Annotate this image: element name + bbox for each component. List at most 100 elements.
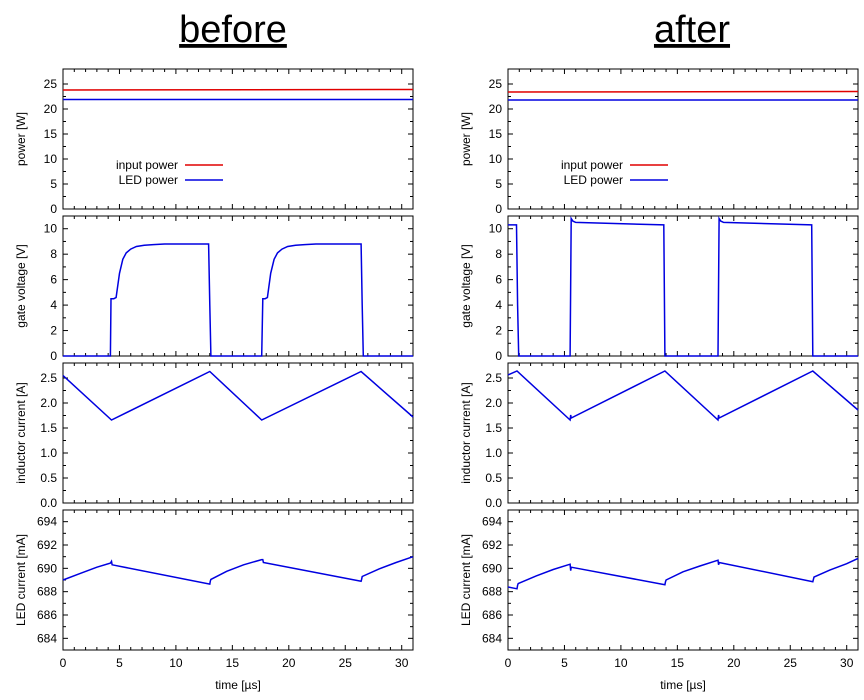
plot-frame [62, 68, 414, 210]
y-tick-label: 692 [37, 538, 57, 552]
x-tick-label: 5 [116, 656, 123, 670]
y-tick-label: 2.5 [485, 371, 502, 385]
column-title-before: before [179, 9, 287, 51]
y-tick-label: 0 [495, 349, 502, 363]
panel-before-inductor: 0.0 0.5 1.0 1.5 2.0 2.5 inductor current [A] [14, 362, 414, 510]
legend-label: LED power [564, 173, 623, 187]
y-tick-label: 5 [495, 177, 502, 191]
plot-frame [62, 215, 414, 357]
y-axis-label: gate voltage [V] [14, 244, 28, 327]
legend-label: LED power [119, 173, 178, 187]
series-line-0 [507, 370, 859, 422]
panel-after-led: 684 686 688 690 692 694 0 5 10 15 20 25 30 LED curren… [459, 509, 859, 692]
y-tick-label: 692 [482, 538, 502, 552]
x-tick-label: 20 [282, 656, 296, 670]
y-tick-label: 0.0 [485, 496, 502, 510]
x-axis-label: time [µs] [215, 678, 261, 692]
y-axis-label: gate voltage [V] [459, 244, 473, 327]
x-tick-label: 30 [395, 656, 409, 670]
x-tick-label: 10 [169, 656, 183, 670]
plot-frame [62, 509, 414, 651]
y-tick-label: 10 [489, 222, 503, 236]
y-tick-label: 10 [44, 222, 58, 236]
y-tick-label: 10 [489, 152, 503, 166]
y-tick-label: 25 [489, 77, 503, 91]
legend-label: input power [561, 158, 623, 172]
y-tick-label: 1.0 [40, 446, 57, 460]
y-tick-label: 6 [495, 273, 502, 287]
y-tick-label: 688 [482, 585, 502, 599]
x-tick-label: 20 [727, 656, 741, 670]
y-tick-label: 0 [50, 202, 57, 216]
panel-after-gate: 0 2 4 6 8 10 gate voltage [V] [459, 215, 859, 363]
y-tick-label: 8 [495, 247, 502, 261]
column-title-after: after [654, 9, 730, 51]
y-tick-label: 694 [482, 515, 502, 529]
y-tick-label: 10 [44, 152, 58, 166]
y-tick-label: 2.5 [40, 371, 57, 385]
y-tick-label: 8 [50, 247, 57, 261]
y-tick-label: 20 [489, 102, 503, 116]
y-tick-label: 1.5 [40, 421, 57, 435]
x-tick-label: 0 [505, 656, 512, 670]
x-tick-label: 30 [840, 656, 854, 670]
x-tick-label: 5 [561, 656, 568, 670]
y-tick-label: 2 [495, 324, 502, 338]
y-tick-label: 15 [44, 127, 58, 141]
y-tick-label: 1.5 [485, 421, 502, 435]
y-axis-label: power [W] [14, 112, 28, 166]
y-tick-label: 1.0 [485, 446, 502, 460]
series-line-0 [63, 243, 413, 357]
y-tick-label: 25 [44, 77, 58, 91]
x-axis-label: time [µs] [660, 678, 706, 692]
plot-frame [507, 362, 859, 504]
series-line-input-power [62, 88, 414, 91]
x-tick-label: 15 [671, 656, 685, 670]
y-tick-label: 0.5 [40, 471, 57, 485]
plot-frame [507, 68, 859, 210]
y-tick-label: 2.0 [485, 396, 502, 410]
x-tick-label: 0 [60, 656, 67, 670]
x-tick-label: 25 [784, 656, 798, 670]
y-axis-label: LED current [mA] [14, 534, 28, 626]
y-tick-label: 6 [50, 273, 57, 287]
x-tick-label: 15 [226, 656, 240, 670]
y-tick-label: 15 [489, 127, 503, 141]
y-tick-label: 694 [37, 515, 57, 529]
plot-frame [62, 362, 414, 504]
y-axis-label: inductor current [A] [14, 382, 28, 483]
legend-label: input power [116, 158, 178, 172]
y-tick-label: 2.0 [40, 396, 57, 410]
panel-before-gate: 0 2 4 6 8 10 gate voltage [V] [14, 215, 414, 363]
y-tick-label: 0 [495, 202, 502, 216]
series-line-0 [62, 555, 414, 585]
x-tick-label: 25 [339, 656, 353, 670]
series-line-0 [508, 216, 858, 357]
y-axis-label: LED current [mA] [459, 534, 473, 626]
y-tick-label: 2 [50, 324, 57, 338]
x-tick-label: 10 [614, 656, 628, 670]
y-tick-label: 686 [482, 608, 502, 622]
panel-before-led: 684 686 688 690 692 694 0 5 10 15 20 25 30 LED curren… [14, 509, 414, 692]
y-tick-label: 20 [44, 102, 58, 116]
y-tick-label: 4 [50, 298, 57, 312]
y-tick-label: 684 [37, 631, 57, 645]
series-line-0 [507, 557, 859, 590]
y-tick-label: 4 [495, 298, 502, 312]
y-tick-label: 688 [37, 585, 57, 599]
y-tick-label: 0.5 [485, 471, 502, 485]
y-axis-label: inductor current [A] [459, 382, 473, 483]
y-axis-label: power [W] [459, 112, 473, 166]
y-tick-label: 690 [37, 561, 57, 575]
y-tick-label: 684 [482, 631, 502, 645]
plot-frame [507, 215, 859, 357]
y-tick-label: 0 [50, 349, 57, 363]
panel-after-inductor: 0.0 0.5 1.0 1.5 2.0 2.5 inductor current [A] [459, 362, 859, 510]
y-tick-label: 5 [50, 177, 57, 191]
series-line-0 [62, 370, 414, 421]
y-tick-label: 0.0 [40, 496, 57, 510]
